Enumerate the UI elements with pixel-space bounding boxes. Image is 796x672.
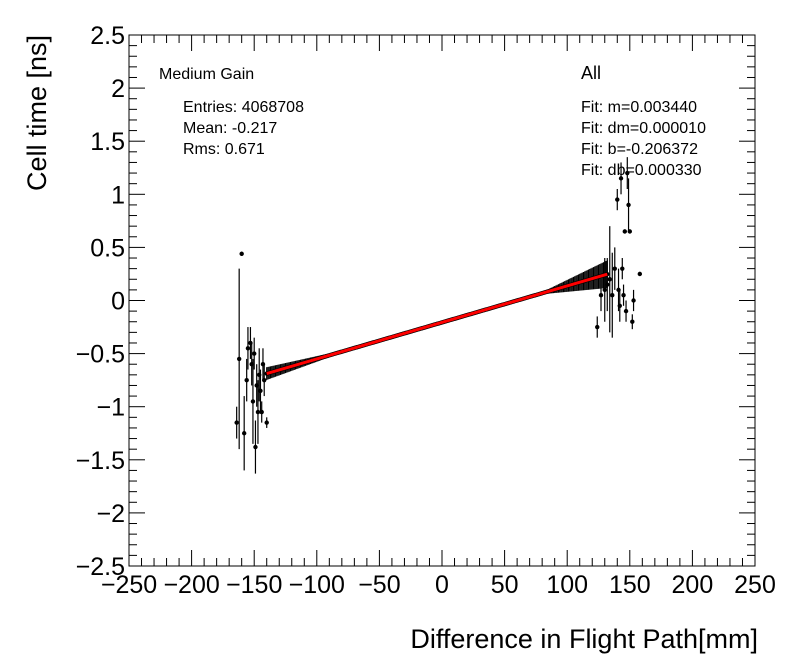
data-point <box>622 229 627 234</box>
x-tick-label: 250 <box>734 571 776 599</box>
fit-slope: Fit: m=0.003440 <box>581 99 697 116</box>
data-point <box>262 377 267 383</box>
data-point <box>234 420 239 425</box>
data-point <box>264 420 269 425</box>
y-tick-label: −2.5 <box>76 553 125 581</box>
y-tick-label: 1 <box>111 181 125 209</box>
x-tick-label: 150 <box>609 571 651 599</box>
stats-rms: Rms: 0.671 <box>183 141 265 158</box>
data-point <box>236 356 242 362</box>
data-point <box>595 324 600 330</box>
stats-entries: Entries: 4068708 <box>183 99 304 116</box>
data-point <box>241 431 247 436</box>
x-tick-labels: −250 −200 −150 −100 −50 0 50 100 150 200 250 <box>101 571 776 599</box>
data-point <box>612 266 617 271</box>
data-point <box>605 282 610 287</box>
x-axis-label: Difference in Flight Path[mm] <box>410 624 758 654</box>
axis-ticks <box>128 34 756 567</box>
data-point <box>258 388 263 393</box>
data-point <box>617 303 622 309</box>
y-axis-label: Cell time [ns] <box>22 35 52 191</box>
x-tick-label: −250 <box>101 571 157 599</box>
x-tick-label: −100 <box>289 571 345 599</box>
x-tick-label: 0 <box>435 571 449 599</box>
y-tick-labels: −2.5 −2 −1.5 −1 −0.5 0 0.5 1 1.5 2 2.5 <box>76 22 125 581</box>
stats-mean: Mean: -0.217 <box>183 120 277 137</box>
data-point <box>255 409 261 415</box>
data-point <box>627 229 632 234</box>
y-tick-label: 1.5 <box>90 128 125 156</box>
data-point <box>620 266 625 271</box>
fit-intercept-error: Fit: db=0.000330 <box>581 162 702 179</box>
y-tick-label: −1 <box>96 394 125 422</box>
y-tick-label: −1.5 <box>76 447 125 475</box>
data-point <box>598 292 604 298</box>
data-point <box>615 197 620 202</box>
data-point <box>250 399 256 404</box>
data-point <box>630 319 635 324</box>
fit-line-group <box>266 272 608 376</box>
data-point <box>239 251 244 256</box>
data-point <box>245 346 251 351</box>
x-tick-label: 50 <box>491 571 519 599</box>
data-point <box>253 444 258 450</box>
x-tick-label: −150 <box>226 571 282 599</box>
x-tick-label: 200 <box>672 571 714 599</box>
y-tick-label: 0 <box>111 288 125 316</box>
data-point <box>259 409 264 415</box>
fit-intercept: Fit: b=-0.206372 <box>581 141 698 158</box>
data-point <box>626 202 631 208</box>
data-point <box>607 277 612 282</box>
data-point <box>244 377 249 383</box>
x-tick-label: 100 <box>546 571 588 599</box>
data-point <box>602 287 607 293</box>
y-tick-label: 2 <box>111 75 125 103</box>
y-tick-label: 0.5 <box>90 234 125 262</box>
x-tick-label: −200 <box>163 571 219 599</box>
fit-line <box>266 272 608 376</box>
data-point <box>621 292 626 298</box>
gain-label: Medium Gain <box>159 66 254 83</box>
y-tick-label: 2.5 <box>90 22 125 50</box>
y-tick-label: −2 <box>96 500 125 528</box>
y-tick-label: −0.5 <box>76 341 125 369</box>
data-point <box>631 298 636 303</box>
data-point <box>252 351 257 356</box>
data-point <box>625 170 630 176</box>
x-tick-label: −50 <box>358 571 400 599</box>
category-label: All <box>581 63 601 83</box>
data-point <box>637 271 643 277</box>
data-point <box>623 308 629 314</box>
fit-slope-error: Fit: dm=0.000010 <box>581 120 706 137</box>
data-point <box>618 176 624 181</box>
data-point <box>610 292 615 298</box>
